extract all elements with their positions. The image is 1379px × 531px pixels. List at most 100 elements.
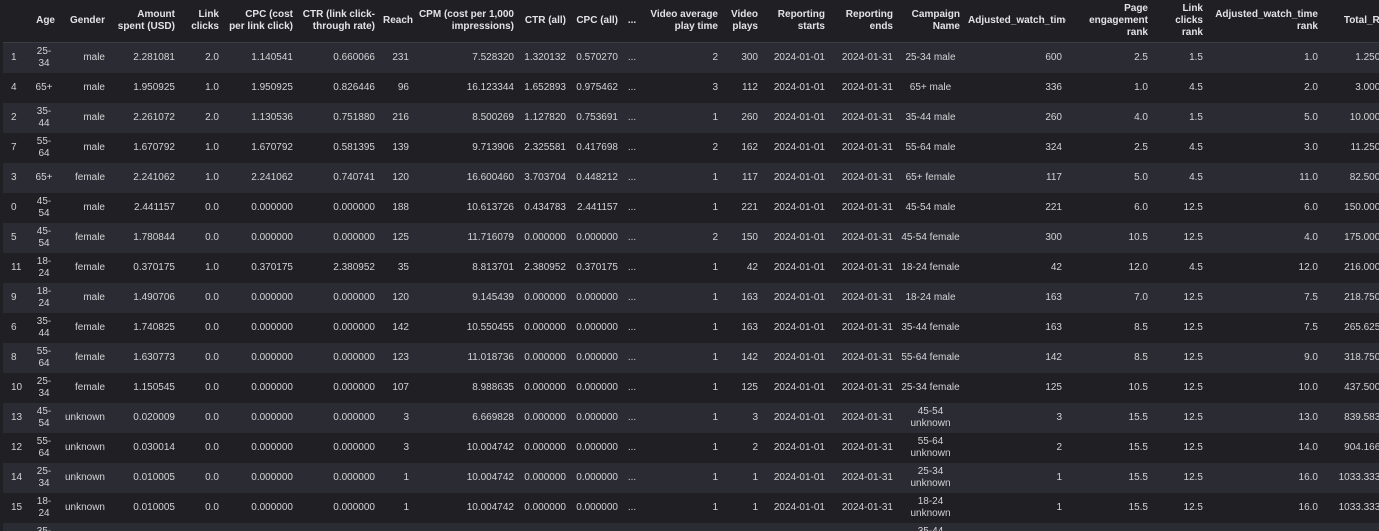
cell-campaign-name: 45-54 female	[897, 222, 964, 253]
cell-age: 35-44	[29, 522, 59, 531]
cell-campaign-name: 55-64 male	[897, 132, 964, 163]
cell-video-avg-play-time: 1	[642, 102, 722, 133]
table-row[interactable]: 4 65+ male 1.950925 1.0 1.950925 0.826446 96 16.…	[3, 72, 1379, 103]
cell-ctr-link: 0.000000	[297, 222, 379, 253]
cell-reach: 1	[379, 492, 413, 523]
cell-cpm: 6.669828	[413, 402, 518, 433]
cell-ctr-link: 0.000000	[297, 522, 379, 531]
column-header-ctr-all[interactable]: CTR (all)	[518, 0, 570, 43]
column-header-reach[interactable]: Reach	[379, 0, 413, 43]
column-header-amount-spent[interactable]: Amount spent (USD)	[109, 0, 179, 43]
cell-cpc-link: 0.000000	[223, 432, 297, 463]
column-header-link-clicks-rank[interactable]: Link clicks rank	[1152, 0, 1207, 43]
table-row[interactable]: 12 55-64 unknown 0.030014 0.0 0.000000 0.00000…	[3, 432, 1379, 463]
cell-adjusted-watch-time-rank: 6.0	[1207, 192, 1322, 223]
cell-link-clicks: 0.0	[179, 342, 223, 373]
cell-reporting-starts: 2024-01-01	[762, 42, 829, 73]
table-row[interactable]: 10 25-34 female 1.150545 0.0 0.000000 0.000000…	[3, 372, 1379, 403]
cell-video-avg-play-time: 3	[642, 72, 722, 103]
column-header-link-clicks[interactable]: Link clicks	[179, 0, 223, 43]
column-header-cpm[interactable]: CPM (cost per 1,000 impressions)	[413, 0, 518, 43]
cell-video-avg-play-time: 1	[642, 192, 722, 223]
cell-campaign-name: 45-54 male	[897, 192, 964, 223]
cell-ctr-all: 0.000000	[518, 492, 570, 523]
cell-adjusted-watch-time-rank: 16.0	[1207, 492, 1322, 523]
column-header-reporting-starts[interactable]: Reporting starts	[762, 0, 829, 43]
cell-cpc-all: 0.000000	[570, 342, 622, 373]
cell-age: 55-64	[29, 432, 59, 463]
table-row[interactable]: 13 45-54 unknown 0.020009 0.0 0.000000 0.00000…	[3, 402, 1379, 433]
table-row[interactable]: 14 25-34 unknown 0.010005 0.0 0.000000 0.00000…	[3, 462, 1379, 493]
table-row[interactable]: 3 65+ female 2.241062 1.0 2.241062 0.740741 120…	[3, 162, 1379, 193]
column-header-ellipsis[interactable]: ...	[622, 0, 642, 43]
column-header-cpc-all[interactable]: CPC (all)	[570, 0, 622, 43]
column-header-gender[interactable]: Gender	[59, 0, 109, 43]
column-header-video-avg-play-time[interactable]: Video average play time	[642, 0, 722, 43]
cell-ellipsis: ...	[622, 492, 642, 523]
column-header-ctr-link[interactable]: CTR (link click-through rate)	[297, 0, 379, 43]
cell-ctr-link: 0.000000	[297, 432, 379, 463]
cell-video-avg-play-time: 1	[642, 312, 722, 343]
cell-total-rank: 175.000000	[1322, 222, 1379, 253]
cell-page-engagement-rank: 2.5	[1066, 42, 1152, 73]
cell-age: 25-34	[29, 42, 59, 73]
cell-cpc-link: 0.000000	[223, 222, 297, 253]
table-row[interactable]: 8 55-64 female 1.630773 0.0 0.000000 0.000000 1…	[3, 342, 1379, 373]
column-header-video-plays[interactable]: Video plays	[722, 0, 762, 43]
column-header-reporting-ends[interactable]: Reporting ends	[829, 0, 897, 43]
cell-cpc-link: 0.000000	[223, 492, 297, 523]
cell-adjusted-watch-time-rank: 3.0	[1207, 132, 1322, 163]
cell-ctr-all: 0.000000	[518, 342, 570, 373]
table-row[interactable]: 2 35-44 male 2.261072 2.0 1.130536 0.751880 216…	[3, 102, 1379, 133]
column-header-page-engagement-rank[interactable]: Page engagement rank	[1066, 0, 1152, 43]
cell-cpc-link: 0.000000	[223, 192, 297, 223]
table-row[interactable]: 0 45-54 male 2.441157 0.0 0.000000 0.000000 188…	[3, 192, 1379, 223]
table-row[interactable]: 15 18-24 unknown 0.010005 0.0 0.000000 0.00000…	[3, 492, 1379, 523]
table-row[interactable]: 7 55-64 male 1.670792 1.0 1.670792 0.581395 139…	[3, 132, 1379, 163]
cell-cpc-link: 0.000000	[223, 342, 297, 373]
table-row[interactable]: 11 18-24 female 0.370175 1.0 0.370175 2.380952…	[3, 252, 1379, 283]
cell-age: 35-44	[29, 312, 59, 343]
cell-ctr-all: 2.325581	[518, 132, 570, 163]
cell-reporting-ends: 2024-01-31	[829, 162, 897, 193]
table-row[interactable]: 1 25-34 male 2.281081 2.0 1.140541 0.660066 231…	[3, 42, 1379, 73]
table-row[interactable]: 9 18-24 male 1.490706 0.0 0.000000 0.000000 120…	[3, 282, 1379, 313]
cell-cpm: 11.716079	[413, 222, 518, 253]
column-header-adjusted-watch-time[interactable]: Adjusted_watch_time	[964, 0, 1066, 43]
column-header-index[interactable]	[3, 0, 29, 43]
column-header-campaign-name[interactable]: Campaign Name	[897, 0, 964, 43]
cell-video-plays: 1	[722, 492, 762, 523]
cell-page-engagement-rank: 7.0	[1066, 282, 1152, 313]
cell-total-rank: 1033.333333	[1322, 492, 1379, 523]
cell-age: 18-24	[29, 282, 59, 313]
cell-link-clicks: 2.0	[179, 102, 223, 133]
cell-campaign-name: 45-54 unknown	[897, 402, 964, 433]
cell-page-engagement-rank: 2.5	[1066, 132, 1152, 163]
column-header-cpc-link[interactable]: CPC (cost per link click)	[223, 0, 297, 43]
cell-gender: male	[59, 102, 109, 133]
cell-cpc-link: 0.370175	[223, 252, 297, 283]
cell-ctr-link: 0.000000	[297, 192, 379, 223]
cell-video-plays: 117	[722, 162, 762, 193]
table-row[interactable]: 1735-44unknown0.0100050.00.0000000.00000…	[3, 522, 1379, 531]
column-header-adjusted-watch-time-rank[interactable]: Adjusted_watch_time rank	[1207, 0, 1322, 43]
table-row[interactable]: 6 35-44 female 1.740825 0.0 0.000000 0.000000 1…	[3, 312, 1379, 343]
cell-cpc-link: 0.000000	[223, 522, 297, 531]
cell-reporting-ends: 2024-01-31	[829, 522, 897, 531]
cell-cpc-link: 1.130536	[223, 102, 297, 133]
column-header-total-rank[interactable]: Total_Rank	[1322, 0, 1379, 43]
cell-reporting-ends: 2024-01-31	[829, 402, 897, 433]
cell-amount-spent: 1.490706	[109, 282, 179, 313]
column-header-age[interactable]: Age	[29, 0, 59, 43]
cell-video-plays: 1	[722, 462, 762, 493]
cell-ctr-link: 0.000000	[297, 372, 379, 403]
table-row[interactable]: 5 45-54 female 1.780844 0.0 0.000000 0.000000 1…	[3, 222, 1379, 253]
cell-cpc-all: 0.753691	[570, 102, 622, 133]
cell-link-clicks: 1.0	[179, 162, 223, 193]
cell-campaign-name: 55-64 unknown	[897, 432, 964, 463]
cell-reach: 123	[379, 342, 413, 373]
cell-index: 13	[3, 402, 29, 433]
cell-amount-spent: 0.020009	[109, 402, 179, 433]
dataframe-table: Age Gender Amount spent (USD) Link clicks CP…	[3, 0, 1379, 531]
cell-adjusted-watch-time-rank: 7.5	[1207, 312, 1322, 343]
